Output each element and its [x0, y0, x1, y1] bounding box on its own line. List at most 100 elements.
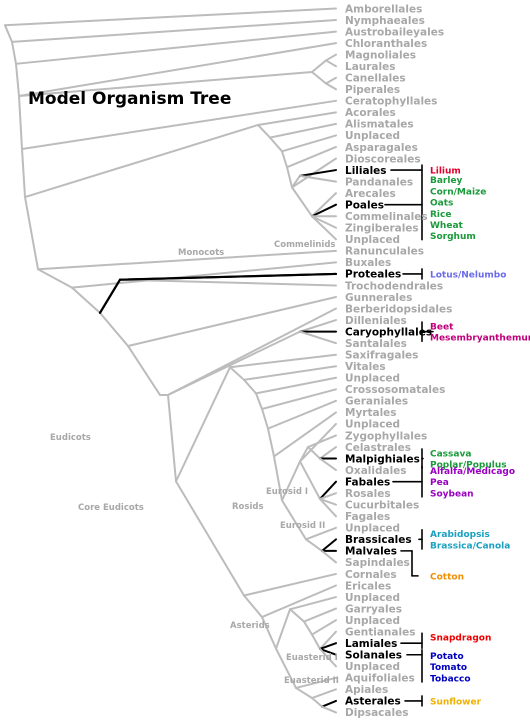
clade-labels: Monocots Commelinids Eudicots Core Eudicots…: [50, 240, 339, 686]
branch-to-zingiberales: [311, 215, 337, 229]
order-label: Vitales: [345, 361, 386, 373]
order-label: Brassicales: [345, 534, 412, 546]
branch-proteales-leaf: [118, 272, 338, 281]
branch-euasteridI: [275, 608, 291, 650]
branch-m4: [286, 166, 293, 189]
organism-name: Potato: [430, 652, 464, 662]
organism-name: Soybean: [430, 489, 474, 499]
organism-name: Alfalfa/Medicago: [430, 467, 515, 477]
branch-to-unplaced: [289, 596, 337, 611]
branch-n1: [4, 24, 13, 43]
organism-name: Barley: [430, 176, 463, 186]
branch-to-magnoliales: [325, 53, 337, 62]
clade-label-rosids: Rosids: [232, 502, 264, 512]
branch-to-myrtales: [273, 411, 337, 458]
branch-to-piperales: [325, 82, 337, 91]
branch-super: [175, 366, 231, 483]
branch-to-saxifragales: [229, 353, 337, 369]
order-label: Unplaced: [345, 234, 400, 246]
order-label: Laurales: [345, 61, 396, 73]
branch-commelinids: [291, 186, 313, 218]
order-label: Lamiales: [345, 638, 397, 650]
branch-eI-1: [299, 446, 309, 463]
order-label: Asterales: [345, 696, 401, 708]
order-label: Ranunculales: [345, 246, 424, 258]
organism-name: Corn/Maize: [430, 187, 486, 197]
branch-e1: [37, 268, 73, 289]
clade-label-core-eudicots: Core Eudicots: [78, 503, 144, 513]
branch-eII-1: [305, 538, 323, 552]
order-label: Crossosomatales: [345, 384, 445, 396]
clade-label-eurosid-ii: Eurosid II: [280, 521, 325, 531]
branch-eI-3: [299, 460, 321, 500]
branch-to-solanales: [319, 647, 337, 656]
branch-to-fabales: [319, 480, 337, 500]
branch-to-asterales: [321, 699, 337, 708]
branch-eI-2: [307, 446, 321, 460]
order-label: Cucurbitales: [345, 500, 419, 512]
branch-m2: [269, 136, 283, 153]
order-label: Berberidopsidales: [345, 303, 452, 315]
branch-to-aquifoliales: [295, 676, 337, 689]
organism-name: Sorghum: [430, 232, 476, 242]
order-label: Acorales: [345, 107, 396, 119]
branch-to-acorales: [257, 111, 337, 126]
branch-to-chloranthales: [18, 42, 337, 98]
branch-to-lamiales: [319, 642, 337, 650]
order-label: Santalales: [345, 338, 407, 350]
organism-name: Rice: [430, 210, 451, 220]
branch-to-rosales: [319, 492, 337, 500]
organism-name: Arabidopsis: [430, 530, 490, 540]
branch-carysan: [167, 330, 301, 396]
order-label: Aquifoliales: [345, 673, 415, 685]
organism-name: Cassava: [430, 449, 471, 459]
tree-title: Model Organism Tree: [28, 89, 231, 109]
branch-to-brassicales: [321, 538, 337, 552]
branch-eaI-2: [303, 620, 313, 636]
branch-to-ranunculales: [37, 249, 337, 271]
order-label: Malvales: [345, 546, 397, 558]
order-label: Garryales: [345, 603, 402, 615]
branch-to-trochodendrales: [119, 278, 337, 287]
order-label: Trochodendrales: [345, 280, 443, 292]
order-label: Myrtales: [345, 407, 397, 419]
organism-name: Poplar/Populus: [430, 461, 507, 471]
order-label: Unplaced: [345, 615, 400, 627]
branch-m1: [257, 123, 271, 139]
branch-to-geraniales: [267, 399, 337, 430]
order-labels: AmborellalesNymphaealesAustrobaileyalesC…: [345, 3, 452, 719]
order-label: Pandanales: [345, 176, 413, 188]
order-label: Unplaced: [345, 523, 400, 535]
branch-to-santalales: [299, 330, 337, 345]
order-label: Geraniales: [345, 396, 408, 408]
branch-n5: [21, 147, 26, 199]
order-label: Fagales: [345, 511, 390, 523]
order-label: Gunnerales: [345, 292, 412, 304]
branch-r2: [255, 392, 263, 410]
order-label: Caryophyllales: [345, 326, 432, 338]
branch-rosids: [229, 366, 245, 381]
branch-asterids: [175, 480, 245, 597]
clade-label-eurosid-i: Eurosid I: [266, 487, 308, 497]
branch-a1: [243, 594, 263, 619]
order-label: Rosales: [345, 488, 391, 500]
branch-to-austrobaileyales: [15, 30, 337, 65]
order-label: Unplaced: [345, 592, 400, 604]
branch-to-buxales: [71, 261, 337, 289]
organism-name: Tomato: [430, 663, 467, 673]
branch-to-alismatales: [269, 122, 337, 139]
order-label: Fabales: [345, 476, 390, 488]
branch-to-pandanales: [299, 174, 337, 183]
organism-brackets: [384, 164, 434, 707]
branch-magnoliids: [18, 70, 313, 98]
branch-eurosidI: [281, 460, 301, 502]
order-label: Ericales: [345, 580, 391, 592]
branch-to-cucurbitales: [319, 497, 337, 506]
tree-branches: [4, 7, 338, 714]
order-label: Zingiberales: [345, 223, 419, 235]
branch-to-dipsacales: [321, 705, 337, 714]
organism-name: Lilium: [430, 167, 461, 177]
order-label: Asparagales: [345, 142, 418, 154]
